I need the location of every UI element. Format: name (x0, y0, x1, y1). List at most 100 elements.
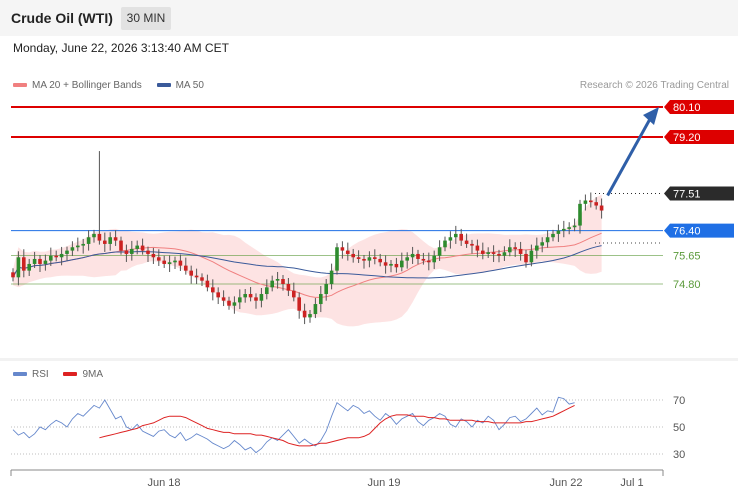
timeframe-button[interactable]: 30 MIN (121, 7, 171, 30)
candle-body-7 (49, 255, 53, 261)
projection-arrow-line (606, 118, 652, 197)
rsi-legend: RSI 9MA (13, 369, 103, 380)
legend-item-ma50: MA 50 (156, 80, 204, 91)
candle-body-52 (292, 290, 296, 298)
candle-body-61 (340, 247, 345, 251)
candle-body-37 (211, 287, 215, 293)
candle-body-13 (81, 243, 85, 246)
candle-body-27 (157, 257, 161, 261)
candle-body-45 (254, 297, 258, 301)
candle-body-105 (578, 203, 582, 226)
x-tick-label-0: Jun 18 (147, 477, 180, 489)
candle-body-6 (43, 260, 48, 264)
candle-body-35 (200, 277, 204, 281)
candle-body-28 (162, 260, 166, 264)
candle-body-20 (119, 240, 123, 251)
candle-body-4 (32, 258, 37, 264)
legend-swatch-9ma (63, 372, 78, 377)
candle-body-74 (410, 253, 415, 258)
candle-body-97 (535, 245, 539, 251)
instrument-title: Crude Oil (WTI) (11, 10, 113, 26)
candle-body-19 (113, 237, 118, 241)
candle-body-43 (243, 294, 247, 298)
candle-body-65 (362, 258, 366, 261)
legend-swatch-ma50 (156, 83, 171, 88)
legend-label-ma50: MA 50 (175, 80, 204, 91)
x-tick-label-2: Jun 22 (549, 477, 582, 489)
candle-body-36 (205, 280, 210, 288)
pivot-label-3: 76.40 (673, 226, 701, 238)
candle-body-25 (146, 250, 150, 254)
candle-body-41 (232, 302, 237, 306)
candle-body-62 (346, 250, 350, 254)
panel-divider (0, 358, 738, 361)
candle-body-48 (270, 280, 274, 288)
candle-body-71 (394, 263, 399, 268)
candle-body-29 (167, 262, 172, 264)
candle-body-68 (378, 258, 382, 263)
candle-body-81 (448, 237, 453, 241)
candle-body-108 (594, 202, 598, 206)
candle-body-102 (562, 228, 566, 231)
rsi-panel: 70 50 30 (11, 395, 685, 461)
candle-body-106 (583, 200, 588, 204)
candle-body-9 (59, 253, 64, 258)
candle-body-50 (281, 278, 285, 284)
candle-body-38 (216, 292, 220, 298)
candle-body-11 (70, 247, 75, 251)
legend-item-bollinger: MA 20 + Bollinger Bands (13, 80, 142, 91)
candle-body-80 (443, 240, 447, 248)
candle-body-51 (286, 284, 291, 291)
candle-body-98 (540, 242, 544, 246)
legend-swatch-bollinger (13, 83, 27, 88)
candle-body-89 (491, 252, 496, 254)
candle-body-42 (238, 297, 242, 303)
projection-arrow-head (643, 107, 659, 125)
candle-body-85 (470, 243, 474, 246)
candle-body-79 (437, 247, 442, 256)
candle-body-107 (589, 200, 593, 203)
candle-body-56 (313, 304, 318, 315)
candle-body-58 (324, 284, 328, 295)
candle-body-70 (389, 263, 393, 266)
candle-body-90 (497, 253, 501, 256)
candle-body-23 (135, 245, 139, 249)
candle-body-15 (92, 233, 96, 238)
resistance-label-tag-0 (664, 100, 734, 114)
rsi-tick-label-70: 70 (673, 395, 685, 407)
candle-body-0 (11, 272, 15, 278)
candle-body-91 (502, 252, 507, 256)
candle-body-2 (22, 257, 26, 271)
legend-item-rsi: RSI (13, 369, 49, 380)
candle-body-60 (335, 247, 339, 271)
candle-body-40 (227, 300, 231, 306)
candle-body-63 (351, 253, 355, 258)
support-label-4: 75.65 (673, 251, 701, 263)
candle-body-76 (421, 258, 426, 261)
last-label-tag-2 (664, 186, 734, 201)
price-panel: 80.10 79.20 77.51 76.40 75.65 74.80 (11, 100, 734, 327)
candle-body-59 (329, 270, 334, 284)
resistance-label-1: 79.20 (673, 132, 701, 144)
candle-body-103 (567, 227, 571, 229)
candle-body-8 (54, 255, 58, 258)
candle-body-72 (400, 260, 404, 268)
timestamp: Monday, June 22, 2026 3:13:40 AM CET (13, 41, 229, 55)
candle-body-66 (367, 257, 372, 261)
candle-body-67 (373, 257, 377, 259)
rsi-ma-line (99, 404, 575, 447)
credit-text: Research © 2026 Trading Central (579, 80, 729, 91)
candle-body-96 (529, 250, 534, 263)
candle-body-82 (454, 233, 458, 238)
candle-body-92 (508, 247, 512, 253)
x-axis: Jun 18 Jun 19 Jun 22 Jul 1 (10, 469, 664, 489)
candle-body-54 (302, 310, 307, 318)
candle-body-14 (86, 237, 91, 244)
candle-body-1 (16, 257, 21, 278)
candle-body-78 (432, 255, 436, 263)
candle-body-10 (65, 250, 69, 254)
x-tick-label-1: Jun 19 (367, 477, 400, 489)
candle-body-18 (108, 237, 112, 244)
candle-body-87 (481, 250, 485, 254)
candle-body-33 (189, 270, 193, 276)
